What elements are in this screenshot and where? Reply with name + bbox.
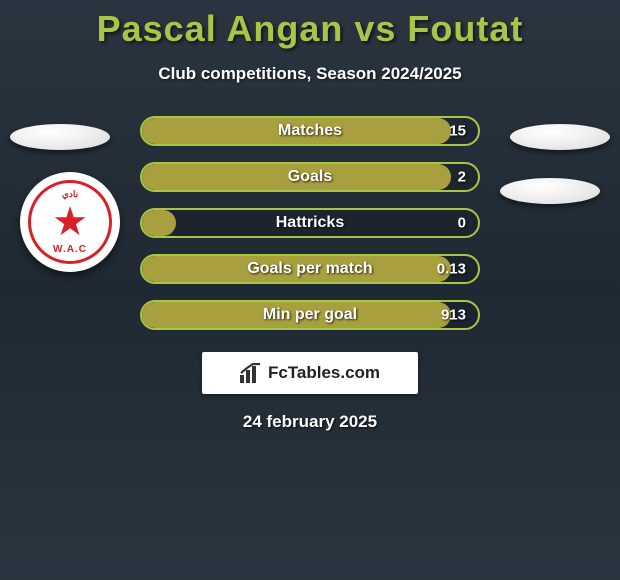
stat-label: Goals xyxy=(142,168,478,186)
player-oval-left xyxy=(10,124,110,150)
subtitle: Club competitions, Season 2024/2025 xyxy=(0,64,620,84)
stat-value: 0 xyxy=(458,215,466,232)
stat-label: Goals per match xyxy=(142,260,478,278)
stat-row-min-per-goal: Min per goal 913 xyxy=(140,300,480,330)
club-star-icon: ★ xyxy=(52,202,88,242)
bar-chart-icon xyxy=(240,363,262,383)
player-oval-right-2 xyxy=(500,178,600,204)
player-oval-right-1 xyxy=(510,124,610,150)
stat-row-goals-per-match: Goals per match 0.13 xyxy=(140,254,480,284)
page-title: Pascal Angan vs Foutat xyxy=(0,0,620,50)
date-label: 24 february 2025 xyxy=(0,412,620,432)
club-badge-inner: نادي ★ W.A.C xyxy=(28,180,112,264)
stat-label: Matches xyxy=(142,122,478,140)
stat-row-goals: Goals 2 xyxy=(140,162,480,192)
stat-value: 0.13 xyxy=(437,261,466,278)
stat-value: 913 xyxy=(441,307,466,324)
stats-container: Matches 15 Goals 2 Hattricks 0 Goals per… xyxy=(140,116,480,330)
attribution-brand: FcTables.com xyxy=(268,363,380,383)
stat-row-matches: Matches 15 xyxy=(140,116,480,146)
stat-label: Min per goal xyxy=(142,306,478,324)
attribution-box[interactable]: FcTables.com xyxy=(202,352,418,394)
club-name-label: W.A.C xyxy=(53,244,87,255)
stat-value: 15 xyxy=(449,123,466,140)
stat-row-hattricks: Hattricks 0 xyxy=(140,208,480,238)
stat-label: Hattricks xyxy=(142,214,478,232)
club-badge: نادي ★ W.A.C xyxy=(20,172,120,272)
stat-value: 2 xyxy=(458,169,466,186)
club-top-label: نادي xyxy=(62,189,78,200)
